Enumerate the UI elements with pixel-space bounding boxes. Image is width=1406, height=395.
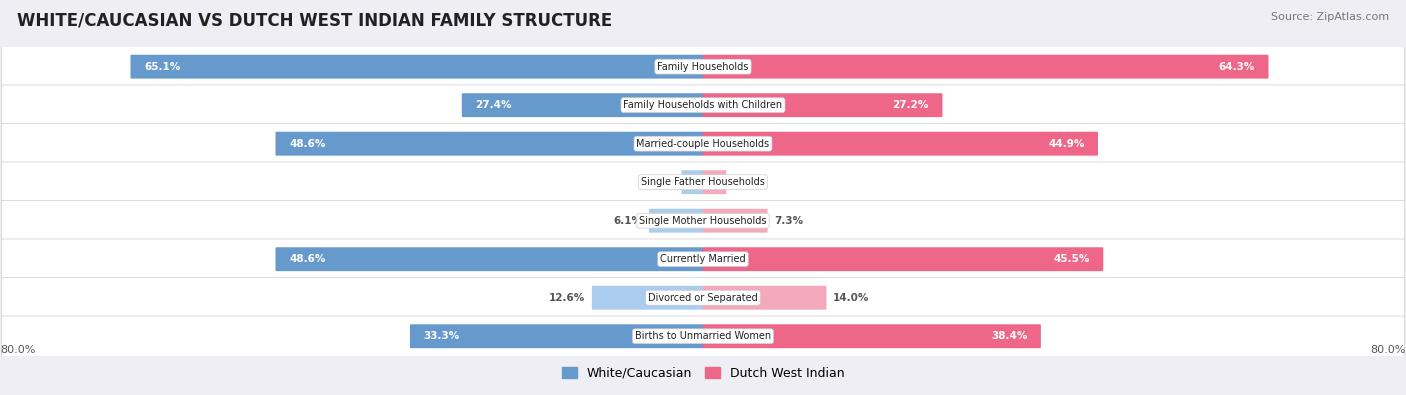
Text: Single Mother Households: Single Mother Households — [640, 216, 766, 226]
FancyBboxPatch shape — [461, 93, 703, 117]
Text: Family Households: Family Households — [658, 62, 748, 71]
FancyBboxPatch shape — [703, 170, 727, 194]
FancyBboxPatch shape — [703, 132, 1098, 156]
Text: 27.2%: 27.2% — [893, 100, 929, 110]
Text: Divorced or Separated: Divorced or Separated — [648, 293, 758, 303]
FancyBboxPatch shape — [703, 55, 1268, 79]
Text: 80.0%: 80.0% — [0, 345, 35, 355]
FancyBboxPatch shape — [276, 247, 703, 271]
Text: Married-couple Households: Married-couple Households — [637, 139, 769, 149]
Text: Source: ZipAtlas.com: Source: ZipAtlas.com — [1271, 12, 1389, 22]
FancyBboxPatch shape — [703, 209, 768, 233]
Text: 27.4%: 27.4% — [475, 100, 512, 110]
Text: 48.6%: 48.6% — [290, 254, 325, 264]
Text: 33.3%: 33.3% — [423, 331, 460, 341]
Text: 2.6%: 2.6% — [733, 177, 762, 187]
FancyBboxPatch shape — [131, 55, 703, 79]
FancyBboxPatch shape — [703, 324, 1040, 348]
FancyBboxPatch shape — [1, 201, 1405, 241]
Text: 14.0%: 14.0% — [832, 293, 869, 303]
Text: 45.5%: 45.5% — [1053, 254, 1090, 264]
FancyBboxPatch shape — [650, 209, 703, 233]
FancyBboxPatch shape — [1, 278, 1405, 318]
Text: Births to Unmarried Women: Births to Unmarried Women — [636, 331, 770, 341]
Text: Single Father Households: Single Father Households — [641, 177, 765, 187]
Text: 48.6%: 48.6% — [290, 139, 325, 149]
FancyBboxPatch shape — [1, 239, 1405, 279]
Text: 12.6%: 12.6% — [548, 293, 585, 303]
FancyBboxPatch shape — [592, 286, 703, 310]
FancyBboxPatch shape — [1, 47, 1405, 87]
Text: 38.4%: 38.4% — [991, 331, 1028, 341]
FancyBboxPatch shape — [411, 324, 703, 348]
FancyBboxPatch shape — [276, 132, 703, 156]
FancyBboxPatch shape — [682, 170, 703, 194]
FancyBboxPatch shape — [1, 124, 1405, 164]
Text: 44.9%: 44.9% — [1047, 139, 1084, 149]
Text: WHITE/CAUCASIAN VS DUTCH WEST INDIAN FAMILY STRUCTURE: WHITE/CAUCASIAN VS DUTCH WEST INDIAN FAM… — [17, 12, 612, 30]
Text: Currently Married: Currently Married — [661, 254, 745, 264]
FancyBboxPatch shape — [703, 247, 1104, 271]
Text: 65.1%: 65.1% — [145, 62, 180, 71]
FancyBboxPatch shape — [703, 93, 942, 117]
Text: 64.3%: 64.3% — [1219, 62, 1256, 71]
FancyBboxPatch shape — [703, 286, 827, 310]
Legend: White/Caucasian, Dutch West Indian: White/Caucasian, Dutch West Indian — [557, 362, 849, 385]
FancyBboxPatch shape — [1, 85, 1405, 125]
Text: 7.3%: 7.3% — [775, 216, 803, 226]
Text: Family Households with Children: Family Households with Children — [623, 100, 783, 110]
Text: 6.1%: 6.1% — [613, 216, 643, 226]
Text: 80.0%: 80.0% — [1371, 345, 1406, 355]
FancyBboxPatch shape — [1, 316, 1405, 356]
FancyBboxPatch shape — [1, 162, 1405, 202]
Text: 2.4%: 2.4% — [645, 177, 675, 187]
